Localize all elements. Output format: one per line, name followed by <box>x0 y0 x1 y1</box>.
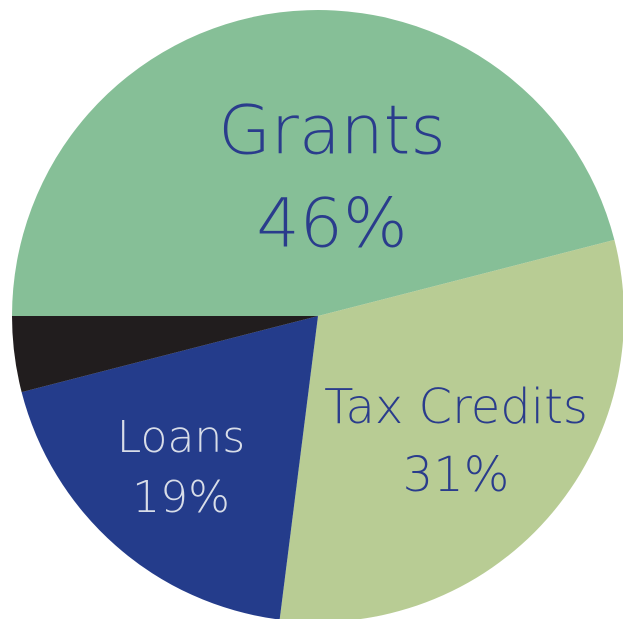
slice-label: Loans <box>117 412 245 463</box>
pie-slice <box>12 316 318 393</box>
slice-value-label: 31% <box>403 447 510 503</box>
pie-slice <box>279 239 623 619</box>
slice-label: Tax Credits <box>324 379 588 435</box>
pie-slice <box>21 316 318 619</box>
slice-value-label: 46% <box>256 185 407 264</box>
slice-label: Grants <box>218 92 446 171</box>
pie-slice <box>12 9 615 316</box>
slice-value-label: 19% <box>132 472 230 523</box>
